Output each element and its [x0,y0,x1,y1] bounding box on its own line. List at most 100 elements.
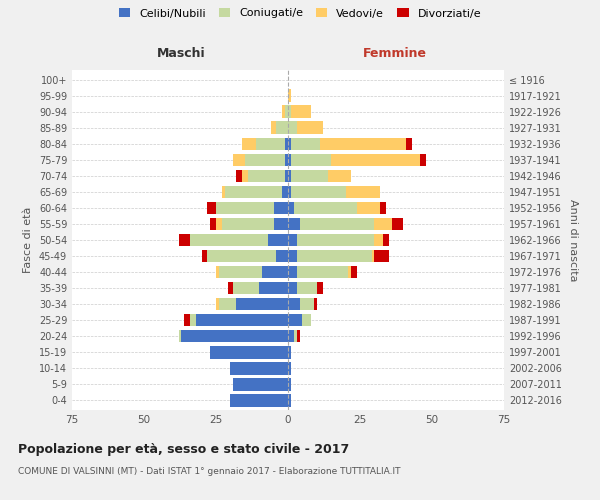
Bar [245,154,285,166]
Bar [288,218,299,230]
Bar [233,282,259,294]
Bar [210,346,288,358]
Bar [296,266,349,278]
Bar [296,330,299,342]
Legend: Celibi/Nubili, Coniugati/e, Vedovi/e, Divorziati/e: Celibi/Nubili, Coniugati/e, Vedovi/e, Di… [119,8,481,18]
Bar [346,186,380,198]
Bar [320,138,406,150]
Bar [288,378,291,390]
Bar [383,234,389,246]
Bar [179,330,181,342]
Bar [294,330,296,342]
Bar [274,218,288,230]
Bar [285,106,288,118]
Bar [392,218,403,230]
Bar [230,394,288,406]
Bar [288,314,302,326]
Bar [285,170,288,182]
Bar [285,138,288,150]
Bar [196,314,288,326]
Bar [296,122,323,134]
Bar [282,186,288,198]
Bar [268,234,288,246]
Bar [190,234,268,246]
Bar [222,186,224,198]
Bar [288,90,291,102]
Bar [216,266,219,278]
Bar [291,170,328,182]
Bar [299,218,374,230]
Bar [288,330,294,342]
Bar [277,122,288,134]
Bar [219,266,262,278]
Bar [285,154,288,166]
Bar [288,186,291,198]
Text: Femmine: Femmine [362,48,427,60]
Bar [208,202,216,214]
Bar [210,218,216,230]
Bar [230,362,288,374]
Bar [291,138,320,150]
Bar [288,346,291,358]
Bar [233,154,245,166]
Bar [224,186,282,198]
Bar [374,250,389,262]
Bar [317,282,323,294]
Bar [282,106,285,118]
Bar [302,314,311,326]
Bar [380,202,386,214]
Bar [296,234,374,246]
Bar [256,138,285,150]
Bar [288,202,294,214]
Bar [357,202,380,214]
Bar [222,218,274,230]
Bar [288,122,296,134]
Bar [242,138,256,150]
Bar [296,282,317,294]
Bar [288,154,291,166]
Bar [227,282,233,294]
Bar [208,250,277,262]
Bar [288,138,291,150]
Y-axis label: Fasce di età: Fasce di età [23,207,33,273]
Bar [352,266,357,278]
Bar [296,250,371,262]
Bar [216,202,274,214]
Bar [288,282,296,294]
Bar [248,170,285,182]
Text: COMUNE DI VALSINNI (MT) - Dati ISTAT 1° gennaio 2017 - Elaborazione TUTTITALIA.I: COMUNE DI VALSINNI (MT) - Dati ISTAT 1° … [18,468,401,476]
Bar [262,266,288,278]
Bar [314,298,317,310]
Bar [288,250,296,262]
Bar [216,298,219,310]
Bar [277,250,288,262]
Bar [288,298,299,310]
Bar [288,170,291,182]
Bar [374,234,383,246]
Bar [236,298,288,310]
Bar [184,314,190,326]
Text: Maschi: Maschi [157,48,206,60]
Bar [349,266,352,278]
Bar [236,170,242,182]
Bar [216,218,222,230]
Bar [190,314,196,326]
Bar [288,106,291,118]
Bar [291,154,331,166]
Bar [288,234,296,246]
Bar [294,202,357,214]
Bar [331,154,421,166]
Text: Popolazione per età, sesso e stato civile - 2017: Popolazione per età, sesso e stato civil… [18,442,349,456]
Bar [233,378,288,390]
Bar [299,298,314,310]
Bar [288,362,291,374]
Bar [291,186,346,198]
Bar [259,282,288,294]
Y-axis label: Anni di nascita: Anni di nascita [568,198,578,281]
Bar [288,266,296,278]
Bar [219,298,236,310]
Bar [328,170,352,182]
Bar [202,250,208,262]
Bar [274,202,288,214]
Bar [179,234,190,246]
